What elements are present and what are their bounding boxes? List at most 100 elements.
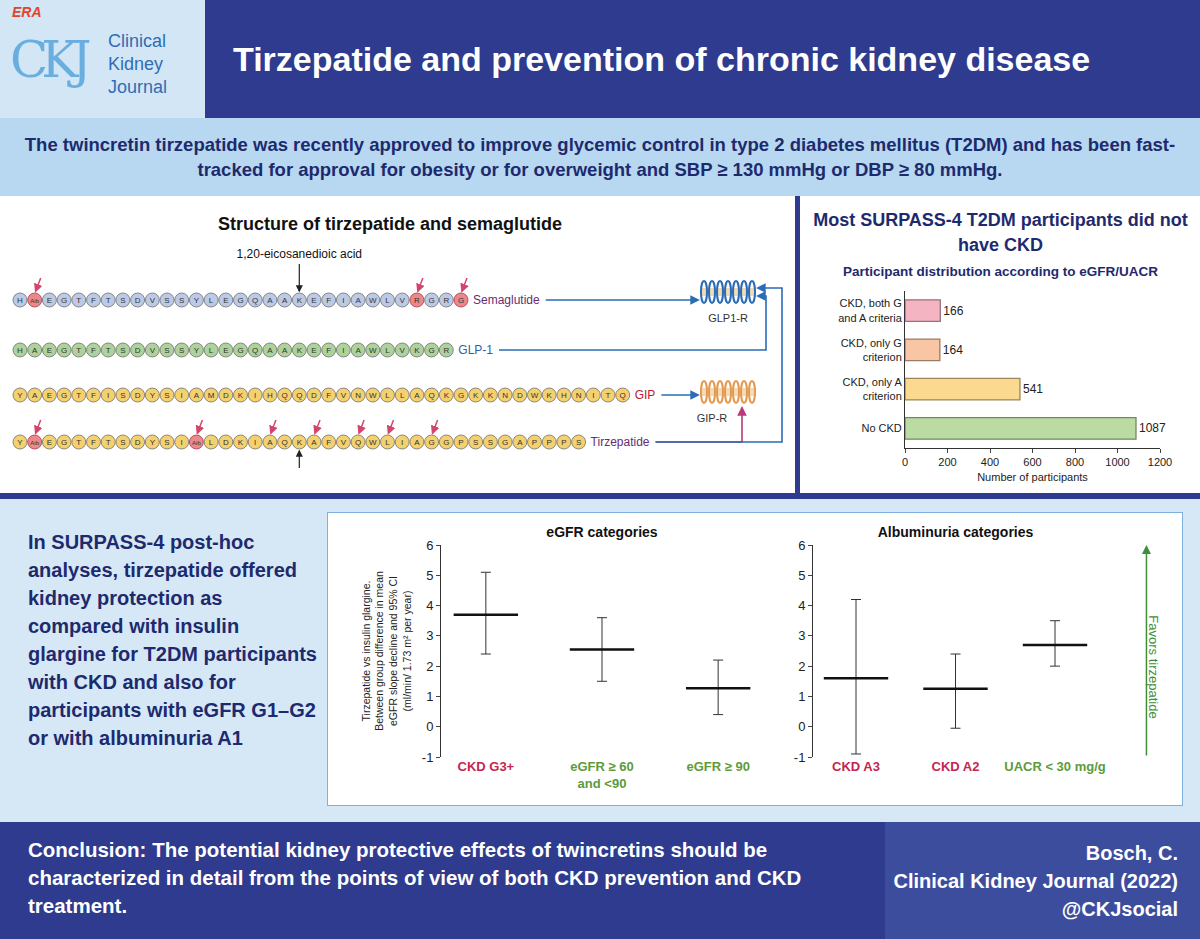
svg-text:1,20-eicosanedioic acid: 1,20-eicosanedioic acid <box>237 247 362 261</box>
svg-text:F: F <box>326 438 331 447</box>
svg-text:S: S <box>473 438 478 447</box>
svg-text:K: K <box>414 346 420 355</box>
svg-text:6: 6 <box>798 538 805 553</box>
svg-text:E: E <box>223 296 228 305</box>
svg-text:164: 164 <box>943 343 963 357</box>
svg-text:Aib: Aib <box>192 440 201 446</box>
svg-text:0: 0 <box>798 719 805 734</box>
svg-text:Q: Q <box>281 391 287 400</box>
svg-text:Number of participants: Number of participants <box>977 471 1088 483</box>
svg-text:N: N <box>502 391 508 400</box>
svg-text:F: F <box>326 391 331 400</box>
svg-text:-1: -1 <box>422 750 434 765</box>
svg-text:W: W <box>369 346 377 355</box>
svg-text:P: P <box>561 438 566 447</box>
svg-text:D: D <box>223 438 229 447</box>
svg-text:W: W <box>531 391 539 400</box>
svg-text:A: A <box>267 346 273 355</box>
svg-text:Q: Q <box>620 391 626 400</box>
svg-text:L: L <box>385 391 390 400</box>
svg-text:2: 2 <box>798 659 805 674</box>
svg-text:A: A <box>355 346 361 355</box>
svg-text:S: S <box>120 346 125 355</box>
svg-text:W: W <box>369 438 377 447</box>
svg-text:1: 1 <box>426 689 433 704</box>
svg-text:A: A <box>267 296 273 305</box>
svg-text:6: 6 <box>426 538 433 553</box>
svg-text:G: G <box>237 346 243 355</box>
svg-text:S: S <box>164 391 169 400</box>
svg-text:166: 166 <box>943 304 963 318</box>
svg-text:K: K <box>444 391 450 400</box>
svg-text:Q: Q <box>355 438 361 447</box>
svg-text:Favors tirzepatide: Favors tirzepatide <box>1146 615 1161 718</box>
svg-text:CKD, both Gand A criteria: CKD, both Gand A criteria <box>838 297 902 323</box>
svg-text:No CKD: No CKD <box>861 422 901 434</box>
svg-text:5: 5 <box>798 568 805 583</box>
svg-text:D: D <box>135 346 141 355</box>
svg-text:CKD G3+: CKD G3+ <box>457 759 514 774</box>
svg-text:0: 0 <box>902 456 908 468</box>
svg-text:S: S <box>179 346 184 355</box>
svg-text:Y: Y <box>194 346 200 355</box>
svg-text:541: 541 <box>1023 382 1043 396</box>
svg-text:L: L <box>385 346 390 355</box>
svg-text:K: K <box>297 438 303 447</box>
svg-text:A: A <box>311 438 317 447</box>
svg-text:A: A <box>282 346 288 355</box>
svg-text:G: G <box>61 438 67 447</box>
svg-text:H: H <box>17 296 23 305</box>
svg-text:S: S <box>120 438 125 447</box>
svg-text:V: V <box>341 438 347 447</box>
svg-text:E: E <box>223 346 228 355</box>
svg-text:T: T <box>106 346 111 355</box>
svg-text:F: F <box>91 438 96 447</box>
svg-text:F: F <box>91 346 96 355</box>
svg-text:G: G <box>61 346 67 355</box>
svg-text:D: D <box>135 438 141 447</box>
svg-text:E: E <box>47 391 52 400</box>
svg-text:R: R <box>443 296 449 305</box>
svg-text:A: A <box>194 391 200 400</box>
svg-text:W: W <box>369 391 377 400</box>
svg-text:Albuminuria categories: Albuminuria categories <box>878 524 1034 540</box>
svg-text:I: I <box>107 391 109 400</box>
svg-text:R: R <box>414 296 420 305</box>
svg-text:Y: Y <box>150 391 156 400</box>
svg-text:R: R <box>443 346 449 355</box>
svg-text:4: 4 <box>798 598 805 613</box>
svg-text:H: H <box>561 391 567 400</box>
svg-text:600: 600 <box>1023 456 1041 468</box>
svg-text:Aib: Aib <box>30 298 39 304</box>
svg-text:1200: 1200 <box>1148 456 1172 468</box>
svg-text:CKD, only Gcriterion: CKD, only Gcriterion <box>841 337 902 363</box>
svg-text:K: K <box>238 391 244 400</box>
svg-text:400: 400 <box>981 456 999 468</box>
svg-text:GIP-R: GIP-R <box>697 412 728 424</box>
svg-text:T: T <box>76 438 81 447</box>
svg-text:Y: Y <box>194 296 200 305</box>
svg-text:F: F <box>326 346 331 355</box>
svg-text:Q: Q <box>281 438 287 447</box>
svg-text:S: S <box>120 391 125 400</box>
svg-text:V: V <box>400 346 406 355</box>
svg-text:D: D <box>517 391 523 400</box>
svg-text:K: K <box>473 391 479 400</box>
svg-text:T: T <box>76 391 81 400</box>
svg-text:L: L <box>209 296 214 305</box>
svg-text:G: G <box>428 438 434 447</box>
svg-text:S: S <box>120 296 125 305</box>
svg-text:A: A <box>32 391 38 400</box>
svg-text:D: D <box>135 391 141 400</box>
svg-text:Q: Q <box>252 296 258 305</box>
svg-text:L: L <box>209 346 214 355</box>
svg-text:4: 4 <box>426 598 433 613</box>
svg-text:eGFR categories: eGFR categories <box>546 524 657 540</box>
svg-text:A: A <box>414 438 420 447</box>
svg-text:1: 1 <box>798 689 805 704</box>
svg-text:M: M <box>208 391 215 400</box>
svg-text:K: K <box>238 438 244 447</box>
svg-text:G: G <box>443 438 449 447</box>
svg-text:G: G <box>502 438 508 447</box>
svg-text:eGFR ≥ 90: eGFR ≥ 90 <box>686 759 750 774</box>
